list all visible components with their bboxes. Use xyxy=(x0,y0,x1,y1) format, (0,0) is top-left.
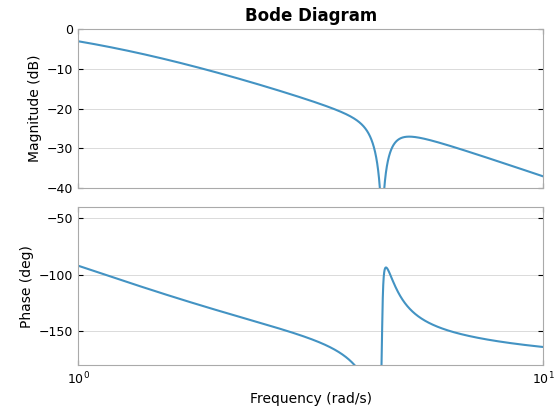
Title: Bode Diagram: Bode Diagram xyxy=(245,7,377,25)
X-axis label: Frequency (rad/s): Frequency (rad/s) xyxy=(250,392,372,407)
Y-axis label: Phase (deg): Phase (deg) xyxy=(20,245,34,328)
Y-axis label: Magnitude (dB): Magnitude (dB) xyxy=(27,55,41,163)
